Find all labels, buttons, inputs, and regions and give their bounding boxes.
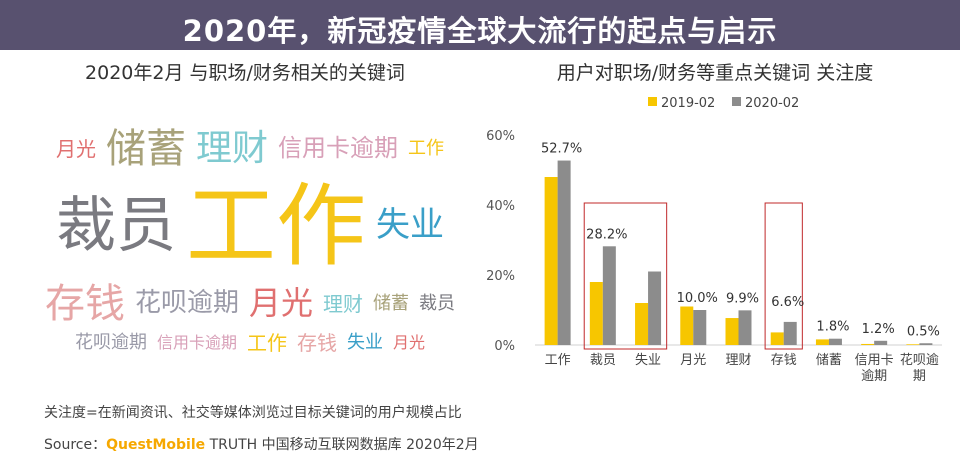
word-cloud-word: 工作 (186, 173, 366, 279)
word-cloud-word: 花呗逾期 (74, 331, 147, 353)
bar-2020-02 (557, 160, 571, 345)
data-label: 1.2% (862, 322, 895, 337)
x-tick-label: 失业 (635, 353, 662, 368)
word-cloud-word: 理财 (195, 127, 268, 169)
x-tick-label: 储蓄 (815, 353, 842, 368)
bar-2020-02 (602, 246, 616, 345)
x-tick-label: 月光 (680, 353, 707, 368)
bar-2019-02 (725, 318, 739, 345)
bar-2019-02 (815, 339, 829, 345)
data-label: 28.2% (586, 227, 627, 242)
bar-2019-02 (861, 343, 875, 345)
x-tick-label: 理财 (725, 353, 752, 368)
footnote: 关注度=在新闻资讯、社交等媒体浏览过目标关键词的用户规模占比 (44, 405, 462, 421)
banner: 2020年，新冠疫情全球大流行的起点与启示 (0, 0, 960, 50)
x-tick-label: 信用卡逾期 (854, 353, 894, 384)
banner-title: 2020年，新冠疫情全球大流行的起点与启示 (182, 14, 778, 48)
source-brand: QuestMobile (106, 437, 206, 453)
bar-2019-02 (906, 344, 920, 345)
data-label: 6.6% (771, 295, 804, 310)
data-label: 10.0% (677, 291, 718, 306)
word-cloud-word: 月光 (249, 283, 314, 322)
word-cloud-word: 信用卡逾期 (278, 134, 398, 163)
legend-label-2019: 2019-02 (661, 96, 715, 111)
word-cloud-word: 存钱 (297, 330, 337, 355)
x-tick-label: 存钱 (770, 353, 797, 368)
word-cloud-word: 储蓄 (373, 292, 410, 314)
source-line: Source：QuestMobile TRUTH 中国移动互联网数据库 2020… (44, 434, 479, 454)
word-cloud-word: 月光 (393, 332, 426, 352)
data-label: 1.8% (816, 320, 849, 335)
word-cloud-word: 花呗逾期 (134, 288, 239, 319)
bar-2019-02 (680, 306, 694, 345)
data-label: 0.5% (907, 324, 940, 339)
y-tick-label: 20% (486, 269, 515, 284)
word-cloud-word: 失业 (376, 205, 444, 246)
bar-2019-02 (770, 332, 784, 345)
bar-2019-02 (635, 303, 649, 345)
word-cloud-word: 理财 (323, 291, 364, 316)
y-tick-label: 40% (486, 199, 515, 214)
source-label: Source： (44, 437, 107, 453)
word-cloud-word: 信用卡逾期 (156, 332, 237, 352)
x-tick-label: 工作 (544, 353, 571, 368)
y-tick-label: 0% (494, 339, 515, 354)
bar-2020-02 (648, 271, 662, 345)
left-title: 2020年2月 与职场/财务相关的关键词 (85, 62, 405, 84)
word-cloud-word: 月光 (55, 136, 96, 161)
word-cloud-word: 工作 (408, 137, 444, 159)
legend-label-2020: 2020-02 (745, 96, 799, 111)
chart-area: 0% 20% 40% 60% 2019-02 2020-02 52.7% 28.2% 10.0%… (470, 80, 960, 400)
bar-2020-02 (693, 310, 707, 345)
bar-2020-02 (874, 340, 888, 345)
y-tick-label: 60% (486, 129, 515, 144)
highlight-box (764, 202, 803, 350)
word-cloud-word: 存钱 (44, 280, 125, 327)
word-cloud-word: 失业 (347, 331, 383, 353)
word-cloud-word: 储蓄 (105, 125, 186, 172)
x-tick-label: 裁员 (589, 353, 616, 368)
bar-2020-02 (919, 343, 933, 345)
data-label: 9.9% (726, 291, 759, 306)
chart-title: 用户对职场/财务等重点关键词 关注度 (556, 62, 874, 84)
word-cloud-word: 工作 (247, 330, 287, 355)
word-cloud-word: 裁员 (419, 292, 456, 314)
bar-2020-02 (783, 321, 797, 345)
word-cloud: 月光 储蓄 理财 信用卡逾期 工作 裁员 工作 失业 存钱 花呗逾期 月光 理财 储蓄 裁员 花呗逾期 信用卡… (30, 92, 470, 388)
bar-chart: 0% 20% 40% 60% 2019-02 2020-02 52.7% 28.2% 10.0%… (486, 96, 942, 354)
legend-swatch-2019 (648, 97, 657, 106)
data-label: 52.7% (541, 142, 582, 157)
word-cloud-word: 裁员 (56, 191, 176, 261)
bar-2020-02 (738, 310, 752, 345)
source-text: TRUTH 中国移动互联网数据库 2020年2月 (205, 437, 479, 453)
bar-2019-02 (544, 177, 558, 345)
bar-2019-02 (589, 282, 603, 345)
x-tick-label: 花呗逾期 (899, 353, 939, 384)
legend-swatch-2020 (732, 97, 741, 106)
bar-2020-02 (828, 338, 842, 345)
highlight-box (583, 202, 668, 350)
